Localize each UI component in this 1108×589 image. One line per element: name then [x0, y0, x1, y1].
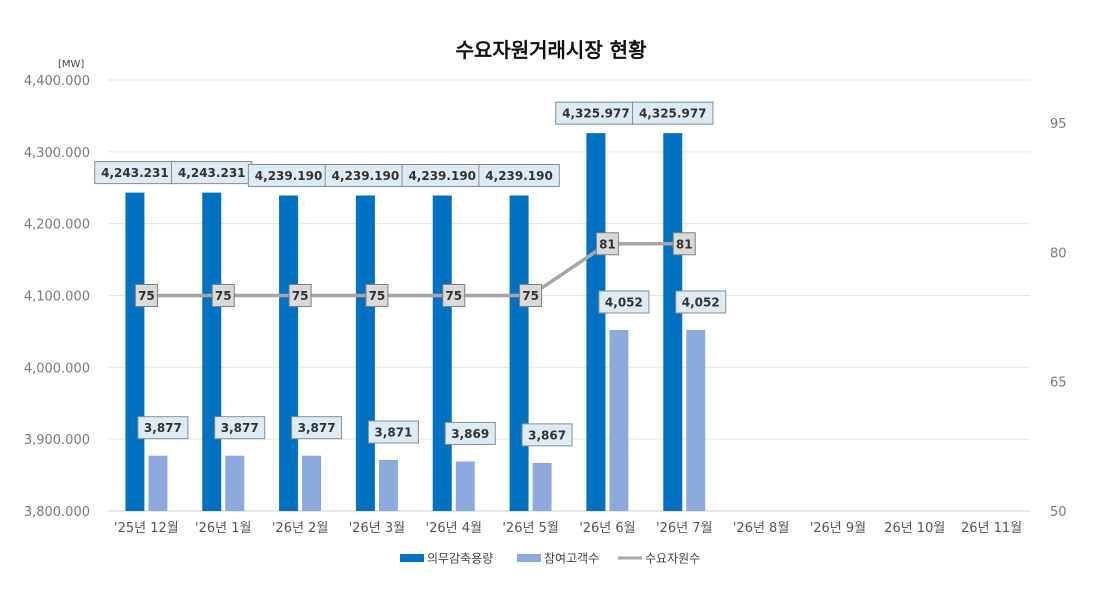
x-axis-ticks: '25년 12월 '26년 1월 '26년 2월 '26년 3월 '26년 4월 '26년… — [114, 521, 1022, 536]
x-tick-label: '26년 8월 — [733, 521, 789, 536]
line-series — [146, 242, 685, 298]
bar-customers — [686, 329, 706, 511]
line-point-label-box — [288, 284, 312, 307]
data-label-box — [478, 164, 560, 188]
data-label: 4,052 — [605, 295, 643, 309]
y-tick-label: 3,800.000 — [24, 505, 90, 520]
data-label: 4,325.977 — [562, 107, 630, 121]
y-axis-ticks: 3,800.000 3,900.000 4,000.000 4,100.000 4,20… — [24, 74, 90, 520]
y2-tick-label: 50 — [1050, 505, 1067, 520]
y-tick-label: 4,400.000 — [24, 74, 90, 89]
y-tick-label: 3,900.000 — [24, 433, 90, 448]
data-label-box — [632, 101, 714, 125]
x-tick-label: '26년 1월 — [195, 521, 251, 536]
data-label: 3,877 — [298, 421, 336, 435]
x-tick-label: '25년 12월 — [114, 521, 179, 536]
line-point-label: 75 — [138, 289, 155, 303]
line-point-label-box — [442, 284, 466, 307]
line-point-label-box — [134, 284, 158, 307]
bar-obligation — [202, 192, 222, 511]
data-label: 3,877 — [144, 421, 182, 435]
bar-customers — [378, 459, 398, 511]
bar-customers — [455, 461, 475, 511]
data-labels: 4,243.231 4,243.231 4,239.190 4,239.190 4,23… — [94, 101, 727, 447]
x-tick-label: '26년 2월 — [272, 521, 328, 536]
legend-label: 수요자원수 — [645, 552, 700, 566]
line-point-label: 75 — [369, 289, 386, 303]
x-tick-label: '26년 5월 — [502, 521, 558, 536]
data-label: 4,052 — [682, 295, 720, 309]
line-path — [146, 242, 685, 298]
legend-swatch — [618, 556, 642, 560]
x-tick-label: '26년 4월 — [426, 521, 482, 536]
bar-customers — [225, 455, 245, 511]
chart-title: 수요자원거래시장 현황 — [456, 38, 648, 62]
bar-customers — [532, 462, 552, 511]
y-tick-label: 4,000.000 — [24, 361, 90, 376]
data-label: 4,239.190 — [408, 169, 476, 183]
y-axis-unit: [MW] — [58, 59, 84, 70]
legend-label: 의무감축용량 — [427, 552, 493, 566]
line-point-label: 75 — [445, 289, 462, 303]
data-label: 4,239.190 — [255, 169, 323, 183]
bar-customers — [148, 455, 168, 511]
bar-obligation — [432, 195, 452, 511]
x-tick-label: 26년 10월 — [884, 521, 945, 536]
y-tick-label: 4,100.000 — [24, 290, 90, 305]
bar-obligation — [355, 195, 375, 511]
data-label-box — [598, 290, 650, 314]
data-label: 4,243.231 — [101, 166, 169, 180]
bar-obligation — [125, 192, 145, 511]
data-label: 4,325.977 — [639, 107, 707, 121]
line-point-label-box — [211, 284, 235, 307]
bar-customers — [609, 329, 629, 511]
data-label-box — [675, 290, 727, 314]
line-point-label: 81 — [676, 237, 693, 251]
y2-tick-label: 95 — [1050, 117, 1067, 132]
x-tick-label: '26년 9월 — [810, 521, 866, 536]
data-label-box — [444, 421, 496, 445]
line-point-label: 75 — [292, 289, 309, 303]
bar-customers — [302, 455, 322, 511]
data-label: 3,869 — [451, 427, 489, 441]
y2-tick-label: 65 — [1050, 376, 1067, 391]
data-label: 3,867 — [528, 428, 566, 442]
bar-series — [125, 133, 706, 511]
bar-obligation — [663, 133, 683, 511]
bar-obligation — [586, 133, 606, 511]
x-tick-label: 26년 11월 — [961, 521, 1022, 536]
data-label-box — [291, 416, 343, 440]
y-tick-label: 4,200.000 — [24, 218, 90, 233]
x-tick-label: '26년 7월 — [656, 521, 712, 536]
line-point-label-box — [365, 284, 389, 307]
legend-swatch — [400, 554, 424, 562]
line-point-label-box — [519, 284, 543, 307]
data-label: 4,239.190 — [485, 169, 553, 183]
line-point-label-box — [595, 232, 619, 256]
data-label: 3,871 — [374, 425, 412, 439]
legend-swatch — [517, 554, 541, 562]
x-tick-label: '26년 6월 — [579, 521, 635, 536]
bar-obligation — [509, 195, 529, 511]
bar-obligation — [279, 195, 299, 511]
line-point-label: 75 — [522, 289, 539, 303]
data-label-box — [214, 416, 266, 440]
data-label: 4,243.231 — [178, 166, 246, 180]
legend: 의무감축용량 참여고객수 수요자원수 — [400, 552, 700, 566]
y-tick-label: 4,300.000 — [24, 146, 90, 161]
data-label-box — [521, 423, 573, 447]
data-label: 3,877 — [221, 421, 259, 435]
y2-axis-ticks: 50 65 80 95 — [1050, 117, 1067, 520]
data-label-box — [367, 420, 419, 444]
data-label-box — [137, 416, 189, 440]
y2-tick-label: 80 — [1050, 246, 1067, 261]
line-point-label: 75 — [215, 289, 232, 303]
legend-label: 참여고객수 — [544, 552, 599, 566]
line-point-label: 81 — [599, 237, 616, 251]
line-point-label-box — [672, 232, 696, 256]
x-tick-label: '26년 3월 — [349, 521, 405, 536]
data-label: 4,239.190 — [332, 169, 400, 183]
